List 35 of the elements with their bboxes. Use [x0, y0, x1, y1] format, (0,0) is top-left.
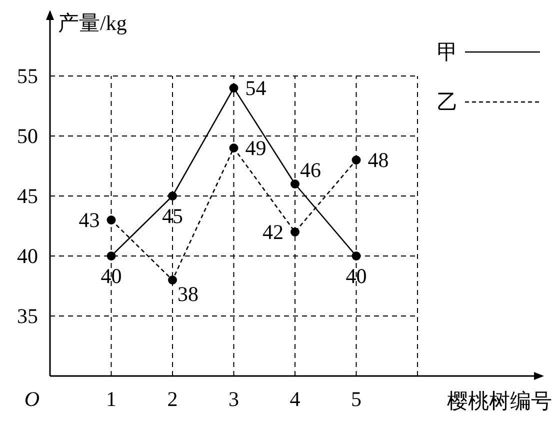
- data-label: 43: [78, 208, 100, 232]
- point: [290, 180, 300, 188]
- point: [168, 192, 177, 200]
- y-tick-label: 35: [17, 304, 38, 328]
- y-tick-label: 55: [17, 64, 38, 88]
- point: [168, 276, 177, 284]
- y-tick-label: 40: [17, 244, 38, 268]
- x-axis-title: 樱桃树编号: [447, 389, 552, 413]
- point: [229, 84, 238, 92]
- data-label: 42: [262, 220, 284, 244]
- point: [229, 144, 238, 152]
- legend-label: 乙: [437, 90, 458, 114]
- x-tick-label: 2: [167, 387, 178, 411]
- point: [290, 228, 300, 236]
- data-label: 45: [162, 204, 183, 228]
- legend-label: 甲: [437, 40, 458, 64]
- point: [352, 156, 361, 164]
- x-tick-label: 4: [290, 387, 301, 411]
- text: O: [24, 387, 40, 411]
- x-tick-label: 3: [228, 387, 239, 411]
- y-tick-label: 45: [17, 184, 38, 208]
- data-label: 49: [245, 136, 266, 160]
- data-label: 46: [300, 158, 322, 182]
- point: [106, 216, 116, 224]
- data-label: 54: [245, 76, 267, 100]
- x-tick-label: 1: [106, 387, 116, 411]
- point: [352, 252, 361, 260]
- x-tick-label: 5: [351, 387, 362, 411]
- point: [106, 252, 116, 260]
- data-label: 40: [100, 264, 122, 288]
- y-axis-title: 产量/kg: [58, 11, 128, 35]
- y-tick-label: 50: [17, 124, 38, 148]
- data-label: 38: [178, 282, 199, 306]
- data-label: 40: [346, 264, 367, 288]
- data-label: 48: [368, 148, 389, 172]
